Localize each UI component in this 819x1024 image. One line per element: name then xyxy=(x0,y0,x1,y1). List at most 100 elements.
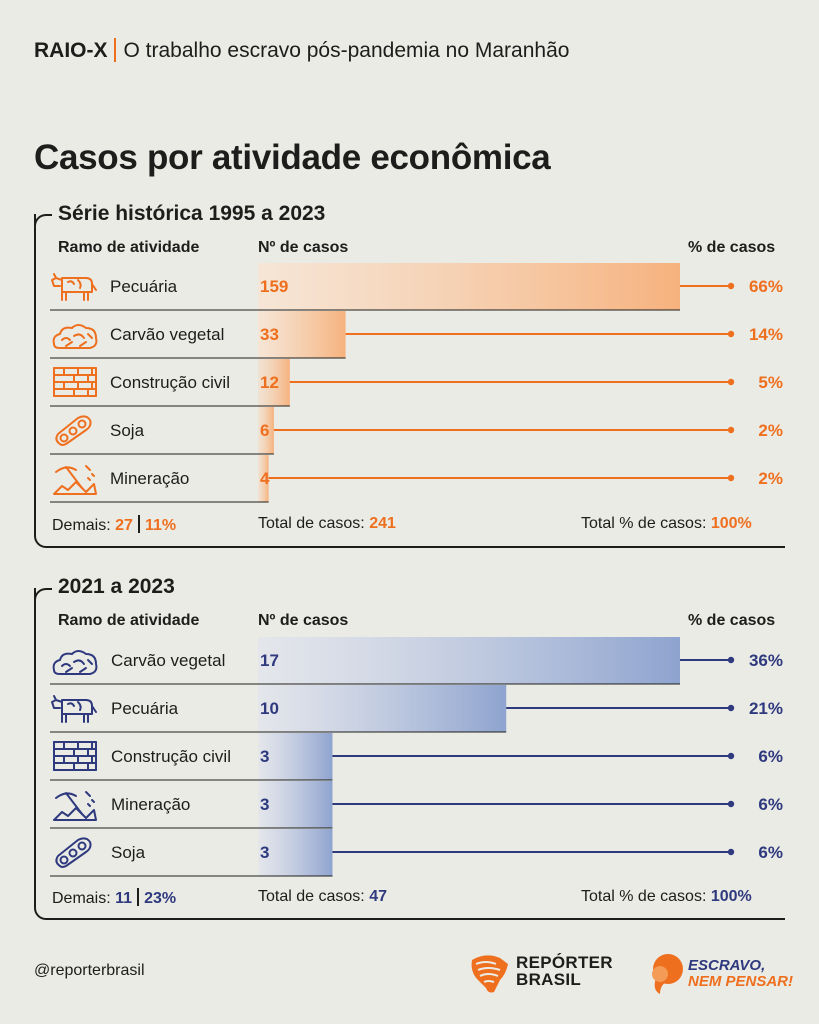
section1-total-pct-label: Total % de casos: xyxy=(581,515,707,532)
connector-dot xyxy=(727,704,735,712)
bar xyxy=(258,637,680,684)
bar xyxy=(258,685,507,732)
category-label: Carvão vegetal xyxy=(110,325,224,344)
category-label: Pecuária xyxy=(110,277,178,296)
section2-total: Total de casos: 47 xyxy=(258,888,387,906)
cow-icon xyxy=(51,695,97,723)
section2-col-percent: % de casos xyxy=(688,612,776,629)
section2-total-pct-value: 100% xyxy=(710,888,752,905)
section1-total-pct: Total % de casos: 100% xyxy=(581,515,752,533)
value-label: 6 xyxy=(260,421,269,440)
connector-dot xyxy=(727,656,735,664)
cow-icon xyxy=(51,273,97,301)
page-title: Casos por atividade econômica xyxy=(34,138,551,177)
value-label: 159 xyxy=(260,277,288,296)
connector-dot xyxy=(727,282,735,290)
section2-col-cases: Nº de casos xyxy=(258,612,349,629)
reporter-brasil-wordmark: REPÓRTER BRASIL xyxy=(516,954,613,988)
soy-icon xyxy=(55,837,92,868)
reporter-brasil-logo-icon xyxy=(471,955,508,993)
section2-others-pct: 23% xyxy=(144,890,177,907)
kicker-divider xyxy=(113,38,116,62)
section1-frame xyxy=(34,214,785,548)
section2-frame xyxy=(34,588,785,920)
value-label: 17 xyxy=(260,651,279,670)
kicker-bold: RAIO-X xyxy=(34,39,108,62)
value-label: 33 xyxy=(260,325,279,344)
kicker-text: O trabalho escravo pós-pandemia no Maran… xyxy=(123,39,570,62)
bricks-icon xyxy=(53,367,97,397)
escravo-nem-pensar-logo-icon xyxy=(652,954,683,994)
section2-others-count: 11 xyxy=(115,890,133,907)
soy-icon xyxy=(55,415,92,446)
section1-others-pct: 11% xyxy=(144,517,177,534)
category-label: Carvão vegetal xyxy=(111,651,225,670)
percent-label: 6% xyxy=(758,747,783,766)
bar xyxy=(258,263,680,310)
connector-dot xyxy=(727,474,735,482)
brand2-line1: ESCRAVO, xyxy=(688,957,766,974)
connector-dot xyxy=(727,330,735,338)
category-label: Soja xyxy=(110,421,145,440)
connector-dot xyxy=(727,752,735,760)
bar xyxy=(258,829,333,876)
section1-col-percent: % de casos xyxy=(688,239,776,256)
connector-dot xyxy=(727,426,735,434)
brand2-line2: NEM PENSAR! xyxy=(688,973,794,990)
section1-col-cases: Nº de casos xyxy=(258,239,349,256)
category-label: Construção civil xyxy=(111,747,231,766)
separator xyxy=(137,888,140,906)
brand1-line2: BRASIL xyxy=(516,970,582,989)
charcoal-icon xyxy=(52,650,98,675)
category-label: Mineração xyxy=(111,795,190,814)
bar xyxy=(258,311,346,358)
bar xyxy=(258,407,274,454)
separator xyxy=(137,515,140,533)
mining-icon xyxy=(53,791,97,821)
value-label: 4 xyxy=(260,469,270,488)
brand1-line1: REPÓRTER xyxy=(516,953,613,972)
percent-label: 36% xyxy=(749,651,783,670)
percent-label: 6% xyxy=(758,843,783,862)
bricks-icon xyxy=(53,741,97,771)
kicker: RAIO-X O trabalho escravo pós-pandemia no… xyxy=(34,38,569,63)
value-label: 3 xyxy=(260,843,269,862)
section1-col-activity: Ramo de atividade xyxy=(58,239,200,256)
category-label: Mineração xyxy=(110,469,189,488)
percent-label: 6% xyxy=(758,795,783,814)
percent-label: 2% xyxy=(758,469,783,488)
connector-dot xyxy=(727,800,735,808)
section2-col-activity: Ramo de atividade xyxy=(58,612,200,629)
category-label: Soja xyxy=(111,843,146,862)
percent-label: 66% xyxy=(749,277,783,296)
percent-label: 5% xyxy=(758,373,783,392)
section2-total-pct: Total % de casos: 100% xyxy=(581,888,752,906)
section1-total: Total de casos: 241 xyxy=(258,515,396,533)
bar xyxy=(258,733,333,780)
connector-dot xyxy=(727,848,735,856)
section1-others-count: 27 xyxy=(115,517,133,534)
section2-others: Demais: 11 23% xyxy=(52,888,176,908)
category-label: Pecuária xyxy=(111,699,179,718)
value-label: 12 xyxy=(260,373,279,392)
section1-others-label: Demais: xyxy=(52,517,111,534)
percent-label: 2% xyxy=(758,421,783,440)
charcoal-icon xyxy=(52,324,98,349)
value-label: 3 xyxy=(260,795,269,814)
section2-total-label: Total de casos: xyxy=(258,888,365,905)
category-label: Construção civil xyxy=(110,373,230,392)
section1-total-value: 241 xyxy=(369,515,396,532)
escravo-nem-pensar-wordmark: ESCRAVO, NEM PENSAR! xyxy=(688,958,793,990)
bar xyxy=(258,359,290,406)
social-handle: @reporterbrasil xyxy=(34,962,145,979)
percent-label: 21% xyxy=(749,699,783,718)
value-label: 10 xyxy=(260,699,279,718)
section2-title: 2021 a 2023 xyxy=(58,575,175,598)
section2-total-pct-label: Total % de casos: xyxy=(581,888,707,905)
bar xyxy=(258,455,269,502)
section1-title: Série histórica 1995 a 2023 xyxy=(58,202,326,225)
section2-others-label: Demais: xyxy=(52,890,111,907)
section1-total-label: Total de casos: xyxy=(258,515,365,532)
connector-dot xyxy=(727,378,735,386)
